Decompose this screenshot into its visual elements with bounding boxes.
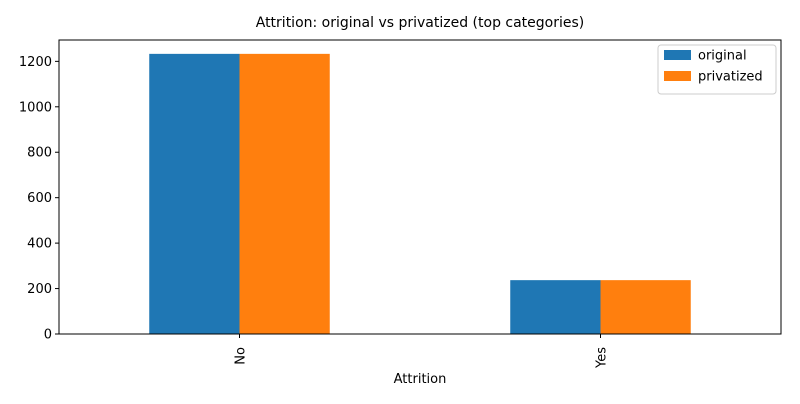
y-tick-label: 600 xyxy=(27,191,52,206)
bar-privatized-yes xyxy=(600,280,691,334)
legend-items: original privatized xyxy=(664,49,763,85)
x-tick-label-yes: Yes xyxy=(595,347,610,369)
y-axis: 0 200 400 600 800 1000 1200 xyxy=(19,55,59,343)
legend-swatch-privatized xyxy=(664,71,691,81)
y-tick-label: 1200 xyxy=(19,55,52,70)
y-tick-label: 400 xyxy=(27,237,52,252)
chart-title: Attrition: original vs privatized (top c… xyxy=(256,15,585,31)
x-tick-label-no: No xyxy=(234,347,249,365)
legend-swatch-original xyxy=(664,50,691,60)
legend: original privatized xyxy=(657,44,777,95)
plot-area-frame xyxy=(58,39,782,335)
bar-original-no xyxy=(149,53,240,335)
x-axis-label: Attrition xyxy=(394,372,447,387)
legend-label-original: original xyxy=(698,49,747,64)
y-tick-label: 0 xyxy=(44,328,52,343)
y-tick-label: 200 xyxy=(27,282,52,297)
bar-original-yes xyxy=(510,280,601,334)
y-tick-label: 800 xyxy=(27,146,52,161)
bar-privatized-no xyxy=(239,53,330,335)
y-tick-label: 1000 xyxy=(19,100,52,115)
bars-group xyxy=(149,53,691,335)
x-axis: No Yes xyxy=(234,334,610,369)
legend-label-privatized: privatized xyxy=(698,70,763,85)
